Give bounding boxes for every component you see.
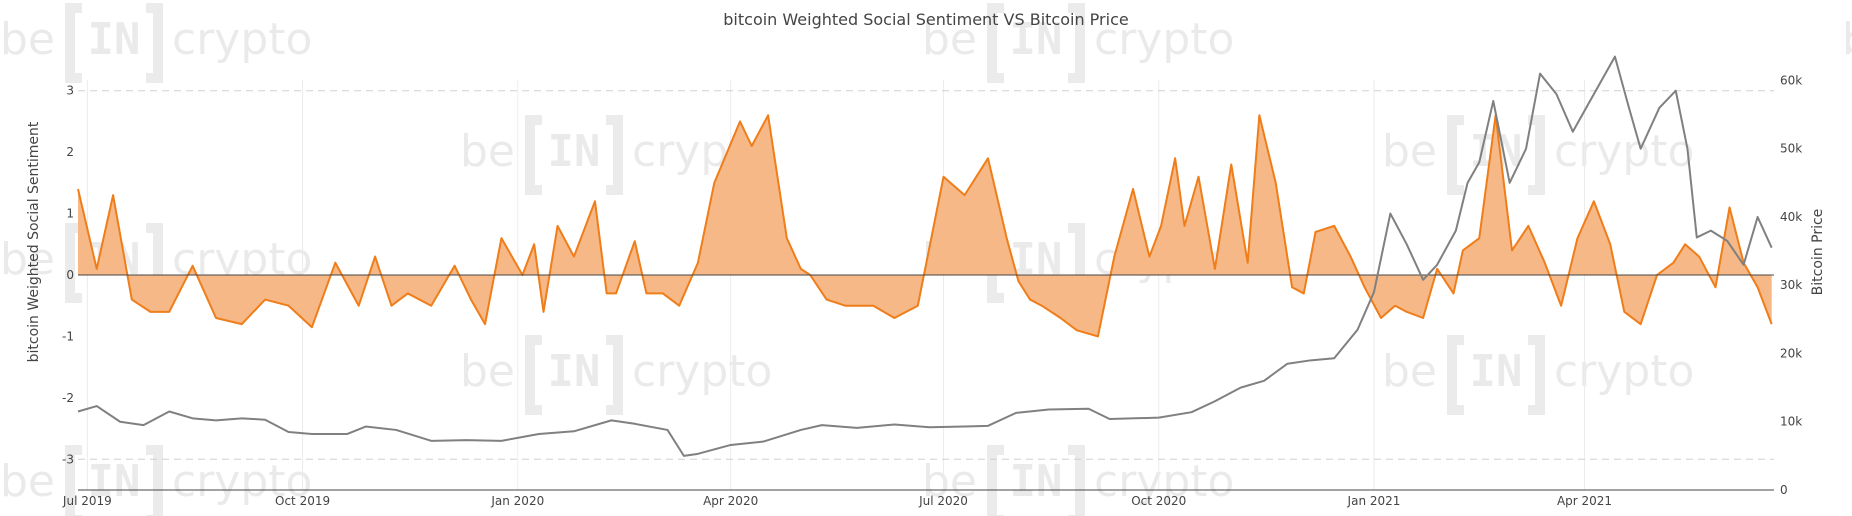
x-tick-label: Apr 2020 (703, 494, 758, 508)
watermark-tile: be IN crypto (460, 335, 772, 415)
x-axis-ticks: Jul 2019 Oct 2019 Jan 2020 Apr 2020 Jul 2020… (62, 494, 1612, 508)
watermark-crypto-text: crypto (172, 14, 312, 65)
sentiment-series (77, 114, 1773, 338)
x-tick-label: Jan 2021 (1347, 494, 1401, 508)
y-right-tick-label: 20k (1780, 346, 1802, 360)
watermark-bracket-right (146, 3, 163, 83)
watermark-be-text: be (922, 456, 977, 507)
watermark-tile: be IN crypto (0, 3, 312, 83)
watermark-in-text: IN (88, 456, 141, 507)
y-right-tick-label: 10k (1780, 415, 1802, 429)
watermark-in-text: IN (1010, 456, 1063, 507)
watermark-bracket-right (1528, 335, 1545, 415)
y-left-tick-label: -1 (62, 329, 74, 343)
x-tick-label: Jul 2020 (918, 494, 968, 508)
watermark-tile: be IN crypto (1382, 335, 1694, 415)
x-tick-label: Apr 2021 (1557, 494, 1612, 508)
y-left-tick-label: 2 (66, 145, 74, 159)
watermark-be-text: be (1382, 126, 1437, 177)
watermark-bracket-right (1528, 115, 1545, 195)
x-tick-label: Oct 2019 (275, 494, 330, 508)
reference-lines (78, 90, 1774, 460)
watermark-be-text: be (0, 14, 55, 65)
chart-title: bitcoin Weighted Social Sentiment VS Bit… (723, 10, 1128, 29)
y-left-tick-label: 1 (66, 207, 74, 221)
watermark-be-text: be (1382, 346, 1437, 397)
y-left-tick-label: -3 (62, 452, 74, 466)
watermark-tile: be IN crypto (0, 445, 312, 516)
y-left-axis-ticks: 3 2 1 0 -1 -2 -3 (62, 84, 74, 467)
watermark-be-text: be (0, 456, 55, 507)
watermark-crypto-text: crypto (1554, 346, 1694, 397)
watermark-bracket-left (65, 223, 82, 303)
watermark-bracket-right (606, 335, 623, 415)
y-left-axis-title: bitcoin Weighted Social Sentiment (26, 121, 42, 362)
watermark-bracket-left (65, 445, 82, 516)
watermark-in-text: IN (1470, 346, 1523, 397)
watermark-bracket-right (606, 115, 623, 195)
watermark-bracket-left (525, 335, 542, 415)
sentiment-area (78, 115, 1772, 337)
watermark-be-text: be (0, 234, 55, 285)
watermark-bracket-left (987, 445, 1004, 516)
watermark-bracket-left (1447, 335, 1464, 415)
y-right-tick-label: 30k (1780, 278, 1802, 292)
watermark-in-text: IN (548, 346, 601, 397)
watermark-crypto-text: crypto (1094, 14, 1234, 65)
watermark-bracket-right (146, 445, 163, 516)
y-right-axis-ticks: 60k 50k 40k 30k 20k 10k 0 (1780, 73, 1802, 497)
watermark-bracket-left (987, 3, 1004, 83)
watermark-in-text: IN (1010, 14, 1063, 65)
x-tick-label: Jan 2020 (490, 494, 544, 508)
watermark-bracket-left (525, 115, 542, 195)
y-left-tick-label: 3 (66, 84, 74, 98)
x-tick-label: Jul 2019 (62, 494, 112, 508)
y-right-tick-label: 0 (1780, 483, 1788, 497)
watermark-bracket-right (1068, 3, 1085, 83)
y-right-tick-label: 60k (1780, 73, 1802, 87)
watermark-tile: be IN crypto (922, 3, 1234, 83)
y-right-axis-title: Bitcoin Price (1810, 209, 1826, 296)
watermark-bracket-left (65, 3, 82, 83)
watermark-be-text: be (922, 14, 977, 65)
price-line (77, 55, 1773, 457)
watermark-bracket-right (1068, 445, 1085, 516)
watermark-crypto-text: crypto (632, 346, 772, 397)
watermark-crypto-text: crypto (1554, 126, 1694, 177)
watermark-be-text: be (1842, 14, 1852, 65)
y-right-tick-label: 50k (1780, 142, 1802, 156)
watermark-be-text: be (460, 126, 515, 177)
watermark-crypto-text: crypto (1094, 456, 1234, 507)
watermark-bracket-left (1447, 115, 1464, 195)
price-series (77, 55, 1773, 457)
x-tick-label: Oct 2020 (1131, 494, 1186, 508)
watermark-crypto-text: crypto (172, 456, 312, 507)
watermark-in-text: IN (548, 126, 601, 177)
sentiment-line (77, 114, 1773, 338)
watermark-be-text: be (460, 346, 515, 397)
watermark-tile: be IN crypto (922, 445, 1234, 516)
y-left-tick-label: 0 (66, 268, 74, 282)
y-right-tick-label: 40k (1780, 210, 1802, 224)
watermark-in-text: IN (88, 14, 141, 65)
y-left-tick-label: -2 (62, 391, 74, 405)
